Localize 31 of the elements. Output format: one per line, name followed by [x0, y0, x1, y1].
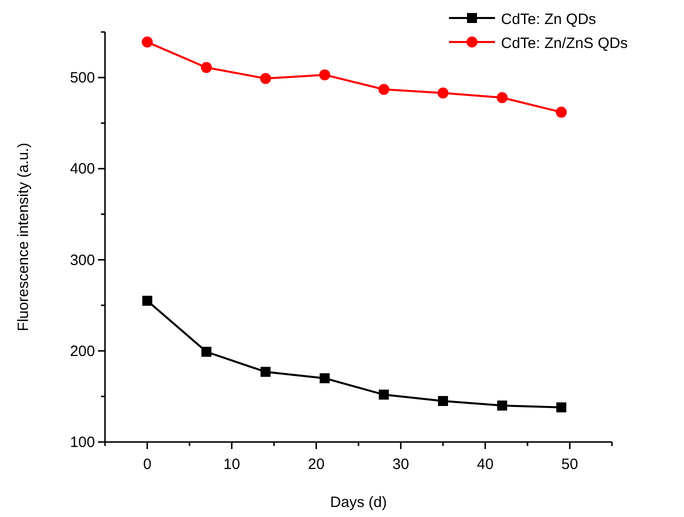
y-tick-label: 400 — [70, 160, 95, 178]
y-tick-label: 100 — [70, 434, 95, 451]
point — [497, 400, 508, 411]
y-axis-title: Fluorescence intensity (a.u.) — [15, 142, 32, 332]
point — [438, 396, 448, 406]
x-tick-label: 30 — [392, 456, 410, 473]
y-tick-label: 500 — [70, 70, 95, 87]
x-tick-label: 0 — [143, 456, 152, 473]
point — [142, 36, 153, 48]
x-tick-label: 50 — [561, 456, 578, 473]
x-axis-title: Days (d) — [330, 494, 387, 511]
point — [260, 72, 272, 84]
point — [320, 373, 330, 384]
point — [438, 88, 448, 99]
x-tick-label: 10 — [223, 456, 240, 473]
point — [556, 402, 566, 412]
legend-label: CdTe: Zn QDs — [501, 11, 596, 28]
y-tick-label: 300 — [70, 252, 95, 269]
point — [556, 106, 567, 118]
point — [260, 366, 271, 377]
point — [378, 84, 390, 95]
point — [201, 346, 212, 357]
point — [496, 92, 508, 104]
point — [378, 390, 389, 400]
y-tick-label: 200 — [70, 342, 95, 360]
legend-label: CdTe: Zn/ZnS QDs — [501, 35, 628, 52]
point — [319, 69, 330, 80]
x-tick-label: 20 — [308, 456, 325, 473]
point — [142, 296, 152, 306]
point — [200, 62, 212, 74]
x-tick-label: 40 — [476, 456, 494, 473]
